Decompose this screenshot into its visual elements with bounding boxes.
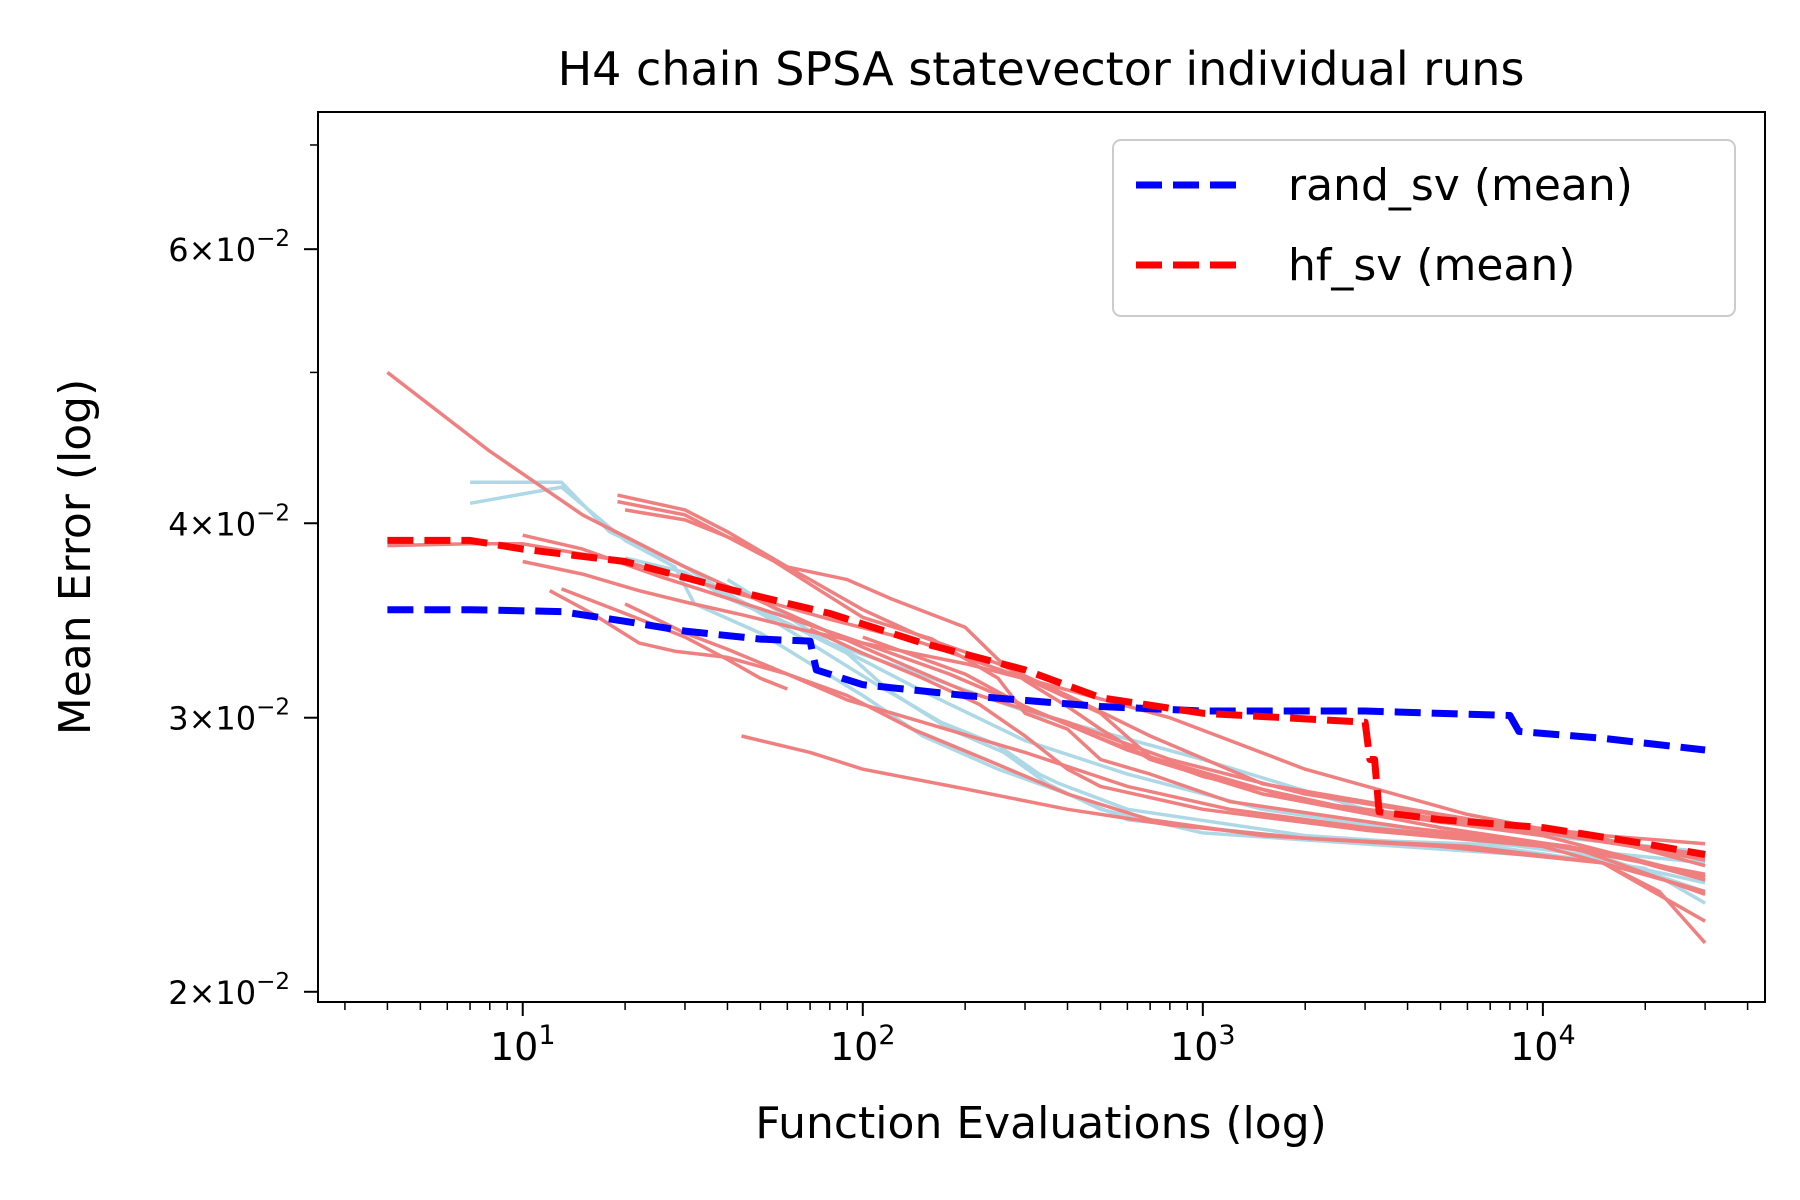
plot-frame [317,111,1766,1003]
x-axis: 101 102 103 104 [344,1002,1749,1069]
hf-sv-mean-line [387,536,1706,859]
mean-lines [387,536,1706,859]
legend: rand_sv (mean) hf_sv (mean) [1112,139,1736,317]
hf-sv-run-line-12 [809,627,1706,894]
y-axis: 2×10−2 3×10−2 4×10−2 6×10−2 [168,144,318,1012]
x-tick-label: 104 [1510,1020,1576,1069]
legend-label-hf-sv: hf_sv (mean) [1288,240,1575,291]
hf-sv-run-line-6 [560,587,788,691]
hf-sv-runs [386,371,1707,945]
hf-sv-run-line-13 [862,635,1706,879]
y-tick-label: 6×10−2 [168,226,290,269]
y-tick-label: 2×10−2 [168,969,290,1012]
x-tick-label: 101 [490,1020,556,1069]
y-tick-label: 4×10−2 [168,500,290,543]
chart-title: H4 chain SPSA statevector individual run… [558,42,1525,96]
hf-sv-run-line-11 [741,734,1707,945]
rand-sv-mean-line [387,606,1706,754]
hf-sv-run-line-5 [548,589,1706,876]
x-tick-label: 102 [830,1020,896,1069]
plot-area [386,371,1707,945]
y-axis-label: Mean Error (log) [50,379,101,736]
hf-sv-run-line-9 [624,508,1706,862]
hf-sv-run-line-4 [522,559,1706,857]
y-tick-label: 3×10−2 [168,695,290,738]
x-tick-label: 103 [1170,1020,1236,1069]
legend-label-rand-sv: rand_sv (mean) [1288,160,1633,211]
rand-sv-run-line-5 [726,578,1706,894]
legend-box [1112,139,1736,317]
x-axis-label: Function Evaluations (log) [755,1098,1327,1149]
hf-sv-run-line-8 [617,499,1706,897]
